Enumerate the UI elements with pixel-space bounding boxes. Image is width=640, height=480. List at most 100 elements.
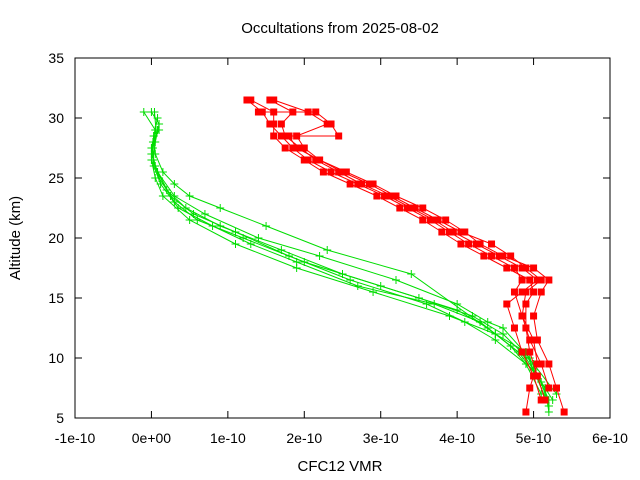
y-tick-label: 5 xyxy=(56,410,64,426)
red-point xyxy=(526,384,534,392)
red-point xyxy=(537,360,545,368)
green-point xyxy=(483,318,492,326)
red-point xyxy=(388,192,396,200)
green-point xyxy=(200,210,209,218)
red-point xyxy=(533,336,541,344)
green-profile-line xyxy=(153,135,550,407)
green-point xyxy=(193,216,202,224)
red-point xyxy=(354,180,362,188)
red-profile-line xyxy=(273,99,565,413)
red-point xyxy=(327,120,335,128)
red-point xyxy=(442,216,450,224)
red-point xyxy=(545,276,553,284)
x-tick-label: 0e+00 xyxy=(132,430,172,446)
red-point xyxy=(503,264,511,272)
red-point xyxy=(270,132,278,140)
red-point xyxy=(503,300,511,308)
green-point xyxy=(246,240,255,248)
y-tick-label: 20 xyxy=(48,230,64,246)
red-point xyxy=(545,384,553,392)
red-point xyxy=(270,120,278,128)
green-point xyxy=(491,330,500,338)
red-point xyxy=(530,288,538,296)
green-point xyxy=(231,240,240,248)
red-point xyxy=(522,408,530,416)
red-point xyxy=(419,204,427,212)
red-point xyxy=(335,132,343,140)
x-tick-label: 5e-10 xyxy=(516,430,552,446)
red-point xyxy=(518,288,526,296)
red-point xyxy=(518,276,526,284)
green-point xyxy=(170,180,179,188)
red-point xyxy=(495,252,503,260)
red-point xyxy=(526,276,534,284)
red-point xyxy=(518,312,526,320)
green-point xyxy=(392,276,400,284)
red-point xyxy=(480,252,488,260)
red-point xyxy=(342,168,350,176)
x-tick-label: 3e-10 xyxy=(363,430,399,446)
green-point xyxy=(430,300,439,308)
y-axis: 5 10 15 20 25 30 35 xyxy=(48,50,610,426)
x-axis-label: CFC12 VMR xyxy=(297,458,382,475)
x-tick-label: 4e-10 xyxy=(439,430,475,446)
red-point xyxy=(457,240,465,248)
red-point xyxy=(510,288,518,296)
green-point xyxy=(149,162,158,170)
green-point xyxy=(544,402,553,410)
red-point xyxy=(510,264,518,272)
red-point xyxy=(465,240,473,248)
green-point xyxy=(521,360,530,368)
green-point xyxy=(149,132,158,140)
red-point xyxy=(488,252,496,260)
green-point xyxy=(262,222,271,230)
red-point xyxy=(281,144,289,152)
red-point xyxy=(449,228,457,236)
red-point xyxy=(530,372,538,380)
y-tick-label: 25 xyxy=(48,170,64,186)
green-point xyxy=(216,222,225,230)
x-tick-label: 6e-10 xyxy=(592,430,628,446)
red-point xyxy=(526,348,534,356)
green-profile-line xyxy=(150,129,550,413)
red-point xyxy=(381,192,389,200)
green-point xyxy=(338,270,347,278)
green-point xyxy=(292,258,301,266)
red-point xyxy=(323,120,331,128)
red-point xyxy=(434,216,442,224)
red-point xyxy=(312,108,320,116)
red-point xyxy=(530,312,538,320)
green-point xyxy=(476,318,485,326)
green-point xyxy=(353,282,362,290)
red-point xyxy=(545,360,553,368)
y-tick-label: 15 xyxy=(48,290,64,306)
red-point xyxy=(533,360,541,368)
red-point xyxy=(396,204,404,212)
chart-title: Occultations from 2025-08-02 xyxy=(241,20,439,37)
green-point xyxy=(185,192,194,200)
green-profile-line xyxy=(150,129,550,401)
red-point xyxy=(526,336,534,344)
x-tick-label: 1e-10 xyxy=(210,430,246,446)
red-point xyxy=(446,228,453,236)
red-point xyxy=(270,96,278,104)
red-point xyxy=(411,204,419,212)
red-profile-line xyxy=(250,99,546,401)
red-point xyxy=(518,348,526,356)
red-point xyxy=(419,216,427,224)
red-point xyxy=(426,216,434,224)
green-point xyxy=(158,168,167,176)
red-profile-line xyxy=(258,111,550,389)
red-point xyxy=(537,288,545,296)
green-point xyxy=(445,312,454,320)
red-point xyxy=(373,192,381,200)
red-point xyxy=(533,276,541,284)
green-point xyxy=(216,204,225,212)
red-point xyxy=(403,204,411,212)
red-point xyxy=(499,252,507,260)
green-point xyxy=(156,180,165,188)
red-point xyxy=(522,300,530,308)
red-point xyxy=(277,132,285,140)
red-point xyxy=(518,264,526,272)
